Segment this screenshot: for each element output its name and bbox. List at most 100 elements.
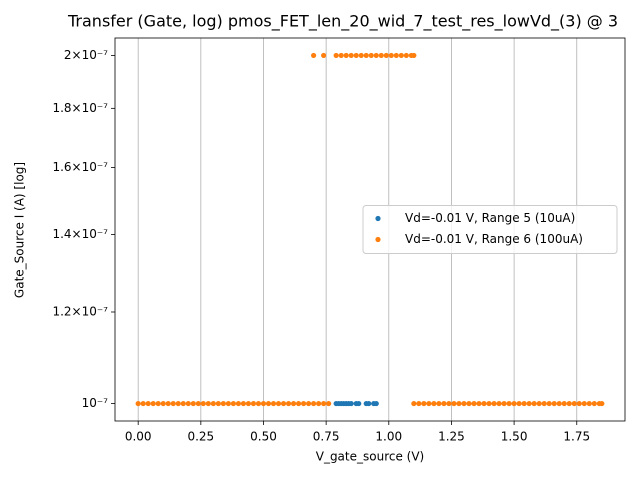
y-tick-label: 1.2×10⁻⁷ bbox=[52, 304, 108, 318]
point bbox=[586, 400, 592, 407]
point bbox=[285, 400, 292, 407]
point bbox=[230, 400, 237, 407]
point bbox=[280, 400, 287, 407]
point bbox=[326, 400, 332, 407]
point bbox=[175, 400, 181, 407]
point bbox=[180, 400, 186, 407]
point bbox=[333, 52, 339, 59]
point bbox=[576, 400, 582, 407]
point bbox=[536, 400, 542, 407]
point bbox=[501, 400, 507, 407]
point bbox=[373, 400, 379, 407]
point bbox=[366, 400, 372, 407]
legend-label: Vd=-0.01 V, Range 6 (100uA) bbox=[405, 232, 583, 246]
point bbox=[205, 400, 211, 407]
point bbox=[491, 400, 497, 407]
point bbox=[411, 52, 417, 59]
y-tick-label: 10⁻⁷ bbox=[82, 396, 109, 410]
point bbox=[353, 52, 359, 59]
x-tick-label: 0.25 bbox=[187, 430, 214, 444]
point bbox=[566, 400, 572, 407]
point bbox=[411, 400, 417, 407]
point bbox=[481, 400, 487, 407]
point bbox=[235, 400, 242, 407]
x-tick-label: 0.50 bbox=[250, 430, 277, 444]
point bbox=[476, 400, 482, 407]
point bbox=[200, 400, 206, 407]
x-axis-label: V_gate_source (V) bbox=[316, 450, 425, 464]
point bbox=[461, 400, 467, 407]
point bbox=[561, 400, 567, 407]
legend: Vd=-0.01 V, Range 5 (10uA) Vd=-0.01 V, Ra… bbox=[362, 205, 618, 254]
point bbox=[546, 400, 552, 407]
point bbox=[471, 400, 477, 407]
point bbox=[571, 400, 577, 407]
point bbox=[363, 52, 369, 59]
point bbox=[581, 400, 587, 407]
point bbox=[541, 400, 547, 407]
point bbox=[398, 52, 404, 59]
point bbox=[451, 400, 457, 407]
point bbox=[446, 400, 452, 407]
point bbox=[516, 400, 522, 407]
point bbox=[378, 52, 384, 59]
point bbox=[240, 400, 247, 407]
point bbox=[421, 400, 427, 407]
point bbox=[190, 400, 196, 407]
point bbox=[426, 400, 432, 407]
point bbox=[170, 400, 176, 407]
point bbox=[250, 400, 257, 407]
point bbox=[403, 52, 409, 59]
point bbox=[215, 400, 221, 407]
x-tick-label: 0.00 bbox=[125, 430, 152, 444]
point bbox=[431, 400, 437, 407]
y-tick-label: 2×10⁻⁷ bbox=[64, 48, 108, 62]
point bbox=[496, 400, 502, 407]
point bbox=[321, 400, 327, 407]
point bbox=[456, 400, 462, 407]
point bbox=[348, 400, 354, 407]
point bbox=[260, 400, 267, 407]
x-tick-label: 0.75 bbox=[313, 430, 340, 444]
point bbox=[599, 400, 605, 407]
point bbox=[316, 400, 322, 407]
point bbox=[220, 400, 226, 407]
point bbox=[343, 52, 349, 59]
point bbox=[311, 52, 317, 59]
point bbox=[145, 400, 151, 407]
legend-marker bbox=[375, 215, 381, 222]
point bbox=[195, 400, 201, 407]
point bbox=[511, 400, 517, 407]
point bbox=[388, 52, 394, 59]
point bbox=[383, 52, 389, 59]
chart-title: Transfer (Gate, log) pmos_FET_len_20_wid… bbox=[67, 12, 618, 32]
point bbox=[245, 400, 252, 407]
point bbox=[311, 400, 317, 407]
point bbox=[531, 400, 537, 407]
point bbox=[295, 400, 302, 407]
point bbox=[591, 400, 597, 407]
legend-label: Vd=-0.01 V, Range 5 (10uA) bbox=[405, 211, 575, 225]
axes-frame bbox=[114, 37, 626, 422]
point bbox=[551, 400, 557, 407]
point bbox=[321, 52, 327, 59]
y-axis-label: Gate_Source I (A) [log] bbox=[13, 162, 27, 298]
point bbox=[556, 400, 562, 407]
point bbox=[356, 400, 362, 407]
point bbox=[305, 400, 312, 407]
point bbox=[358, 52, 364, 59]
point bbox=[441, 400, 447, 407]
point bbox=[338, 52, 344, 59]
x-tick-label: 1.00 bbox=[375, 430, 402, 444]
point bbox=[210, 400, 216, 407]
point bbox=[140, 400, 146, 407]
x-tick-label: 1.50 bbox=[501, 430, 528, 444]
point bbox=[486, 400, 492, 407]
point bbox=[255, 400, 262, 407]
point bbox=[368, 52, 374, 59]
point bbox=[373, 52, 379, 59]
y-tick-label: 1.4×10⁻⁷ bbox=[52, 227, 108, 241]
point bbox=[416, 400, 422, 407]
x-tick-label: 1.25 bbox=[438, 430, 465, 444]
